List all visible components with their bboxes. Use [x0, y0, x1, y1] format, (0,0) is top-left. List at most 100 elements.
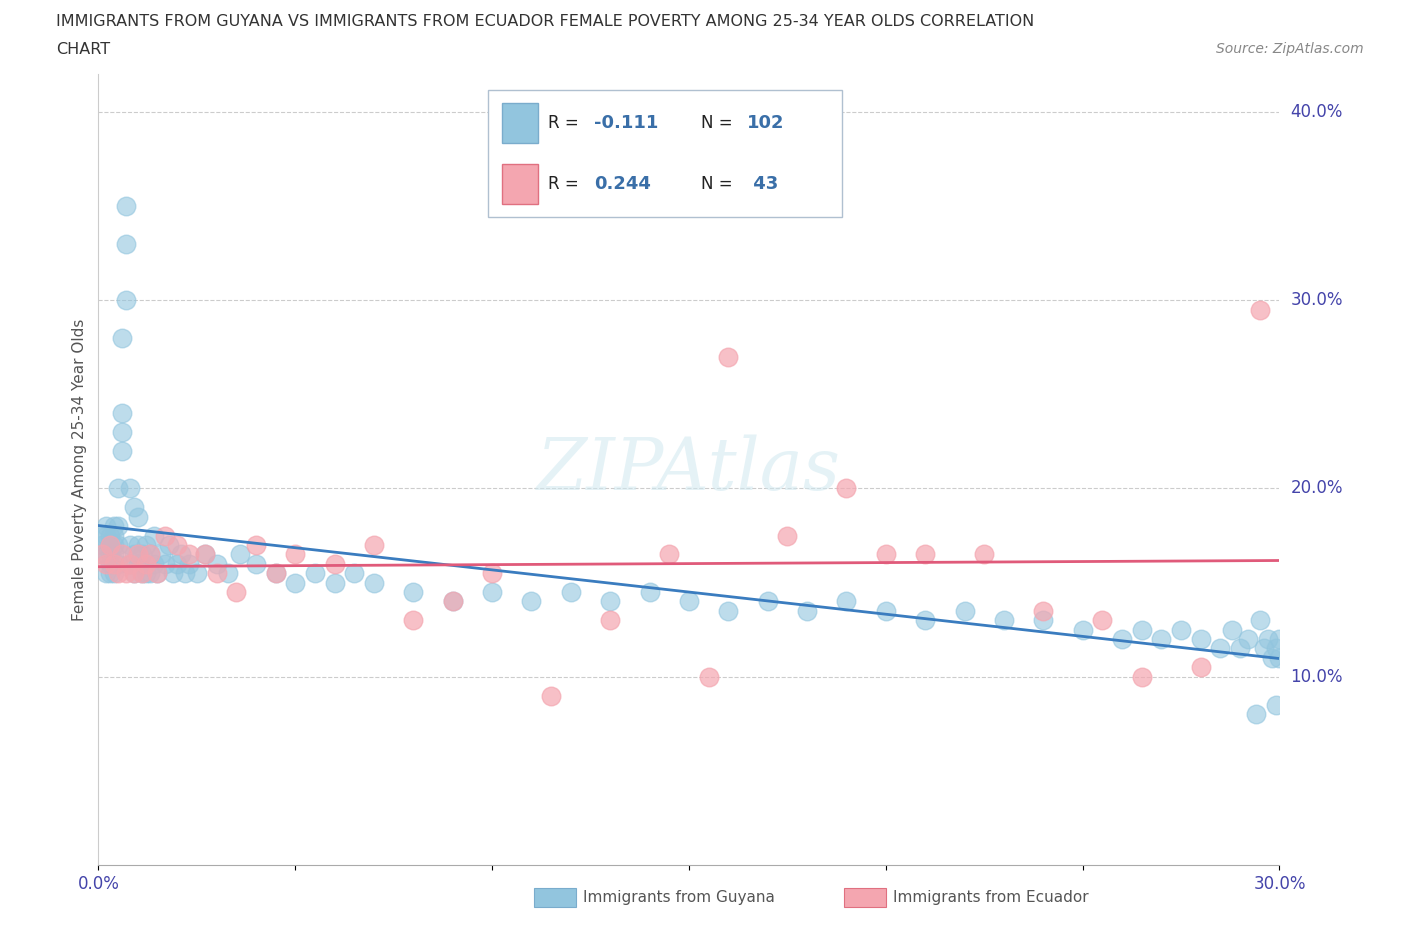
Point	[875, 604, 897, 618]
Point	[1189, 631, 1212, 646]
Point	[1264, 698, 1286, 712]
Point	[166, 538, 188, 552]
Point	[135, 538, 157, 552]
Point	[146, 565, 169, 580]
Point	[717, 604, 740, 618]
Point	[1111, 631, 1133, 646]
Point	[402, 613, 425, 628]
Point	[111, 547, 134, 562]
Point	[717, 350, 740, 365]
Point	[796, 604, 818, 618]
Text: Immigrants from Guyana: Immigrants from Guyana	[583, 890, 775, 905]
Point	[142, 528, 165, 543]
Point	[107, 556, 129, 571]
Point	[98, 547, 121, 562]
Point	[599, 613, 621, 628]
Point	[162, 565, 184, 580]
Point	[441, 594, 464, 609]
Point	[194, 547, 217, 562]
Point	[1268, 631, 1291, 646]
Point	[363, 538, 385, 552]
Point	[245, 556, 267, 571]
Point	[155, 556, 177, 571]
Point	[98, 538, 121, 552]
Point	[111, 405, 134, 420]
Point	[135, 556, 157, 571]
Point	[111, 425, 134, 440]
Point	[1268, 650, 1291, 665]
Point	[1244, 707, 1267, 722]
Point	[118, 556, 141, 571]
Point	[115, 236, 138, 251]
Point	[245, 538, 267, 552]
Point	[1237, 631, 1260, 646]
Point	[91, 528, 114, 543]
Point	[103, 547, 125, 562]
Text: 20.0%: 20.0%	[1291, 480, 1343, 498]
Text: CHART: CHART	[56, 42, 110, 57]
Point	[118, 481, 141, 496]
Point	[150, 547, 173, 562]
Point	[875, 547, 897, 562]
Point	[1264, 641, 1286, 656]
Point	[142, 556, 165, 571]
Point	[914, 547, 936, 562]
Point	[122, 565, 145, 580]
Point	[91, 547, 114, 562]
Point	[1189, 660, 1212, 675]
Text: Immigrants from Ecuador: Immigrants from Ecuador	[893, 890, 1088, 905]
Point	[194, 547, 217, 562]
Point	[343, 565, 366, 580]
Point	[146, 565, 169, 580]
Point	[98, 565, 121, 580]
Point	[115, 199, 138, 214]
Point	[127, 538, 149, 552]
Point	[115, 293, 138, 308]
Point	[131, 565, 153, 580]
Point	[1130, 622, 1153, 637]
Point	[1032, 613, 1054, 628]
Point	[177, 547, 200, 562]
Point	[1091, 613, 1114, 628]
Point	[284, 575, 307, 590]
Point	[1150, 631, 1173, 646]
Point	[103, 556, 125, 571]
Point	[131, 565, 153, 580]
Point	[107, 565, 129, 580]
Point	[127, 547, 149, 562]
Point	[170, 547, 193, 562]
Point	[177, 556, 200, 571]
Point	[284, 547, 307, 562]
Point	[205, 565, 228, 580]
Point	[111, 330, 134, 345]
Point	[1249, 302, 1271, 317]
Point	[174, 565, 197, 580]
Point	[560, 585, 582, 600]
Text: 40.0%: 40.0%	[1291, 103, 1343, 121]
Point	[103, 565, 125, 580]
Point	[835, 594, 858, 609]
Point	[127, 510, 149, 525]
Point	[835, 481, 858, 496]
Point	[678, 594, 700, 609]
Point	[993, 613, 1015, 628]
Text: 30.0%: 30.0%	[1291, 291, 1343, 310]
Point	[1220, 622, 1243, 637]
Point	[107, 538, 129, 552]
Point	[118, 538, 141, 552]
Point	[323, 575, 346, 590]
Point	[229, 547, 252, 562]
Point	[225, 585, 247, 600]
Point	[697, 670, 720, 684]
Text: Source: ZipAtlas.com: Source: ZipAtlas.com	[1216, 42, 1364, 56]
Point	[122, 565, 145, 580]
Point	[756, 594, 779, 609]
Point	[103, 528, 125, 543]
Y-axis label: Female Poverty Among 25-34 Year Olds: Female Poverty Among 25-34 Year Olds	[72, 318, 87, 621]
Point	[304, 565, 326, 580]
Point	[520, 594, 543, 609]
Point	[658, 547, 681, 562]
Point	[1071, 622, 1094, 637]
Point	[264, 565, 287, 580]
Point	[103, 519, 125, 534]
